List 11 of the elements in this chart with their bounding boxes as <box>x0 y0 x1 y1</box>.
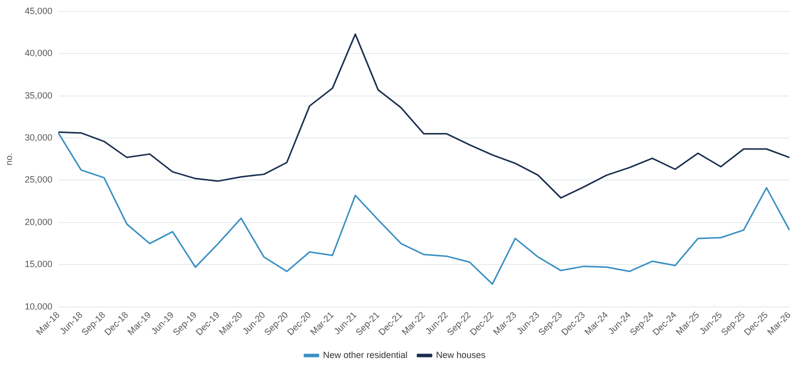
y-tick-label: 10,000 <box>24 301 52 312</box>
y-tick-label: 35,000 <box>24 90 52 100</box>
legend-label: New houses <box>436 350 486 360</box>
y-axis-title: no. <box>4 152 14 166</box>
y-tick-label: 20,000 <box>24 216 52 227</box>
y-tick-label: 40,000 <box>24 48 52 58</box>
legend-label: New other residential <box>322 350 408 360</box>
y-tick-label: 15,000 <box>24 259 52 270</box>
y-tick-label: 25,000 <box>24 174 52 185</box>
y-tick-label: 45,000 <box>24 6 52 16</box>
y-tick-label: 30,000 <box>24 132 52 142</box>
